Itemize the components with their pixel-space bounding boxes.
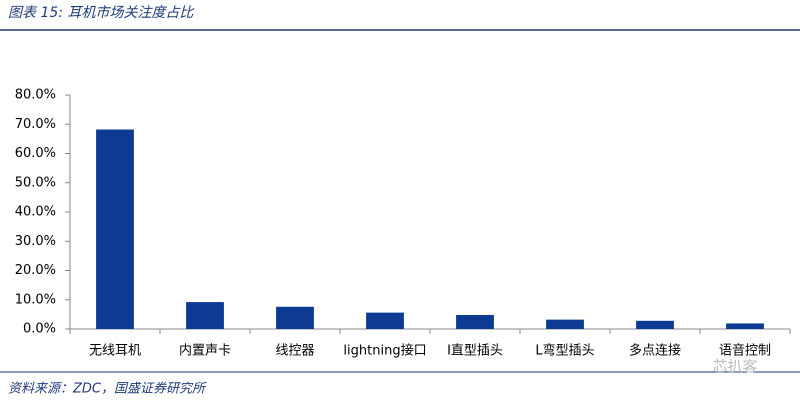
watermark: 芯扒客: [712, 358, 757, 376]
y-tick-label: 60.0%: [15, 146, 56, 161]
source: 资料来源：ZDC，国盛证券研究所: [8, 381, 207, 397]
x-tick-label: 多点连接: [629, 343, 681, 359]
y-tick-label: 30.0%: [15, 234, 56, 249]
x-tick-label: L弯型插头: [535, 343, 594, 359]
y-tick-label: 80.0%: [15, 88, 56, 103]
x-tick-label: 线控器: [275, 344, 314, 359]
y-tick-label: 70.0%: [15, 117, 56, 132]
y-tick-label: 10.0%: [15, 292, 56, 307]
y-tick-label: 40.0%: [15, 205, 56, 220]
x-tick-label: 语音控制: [719, 343, 771, 359]
y-tick-label: 0.0%: [23, 322, 56, 337]
chart-title: 图表 15: 耳机市场关注度占比: [8, 5, 195, 21]
y-tick-label: 50.0%: [15, 175, 56, 190]
x-tick-label: 无线耳机: [89, 344, 141, 359]
bar: [186, 302, 224, 329]
bar: [546, 319, 584, 329]
x-tick-label: 内置声卡: [179, 343, 231, 359]
bar: [96, 129, 134, 329]
bar: [456, 314, 494, 329]
bar: [276, 306, 314, 329]
x-tick-label: lightning接口: [343, 343, 426, 359]
bar: [726, 323, 764, 329]
x-tick-label: I直型插头: [447, 344, 503, 359]
bar: [636, 320, 674, 329]
y-tick-label: 20.0%: [15, 263, 56, 278]
bar: [366, 312, 404, 329]
